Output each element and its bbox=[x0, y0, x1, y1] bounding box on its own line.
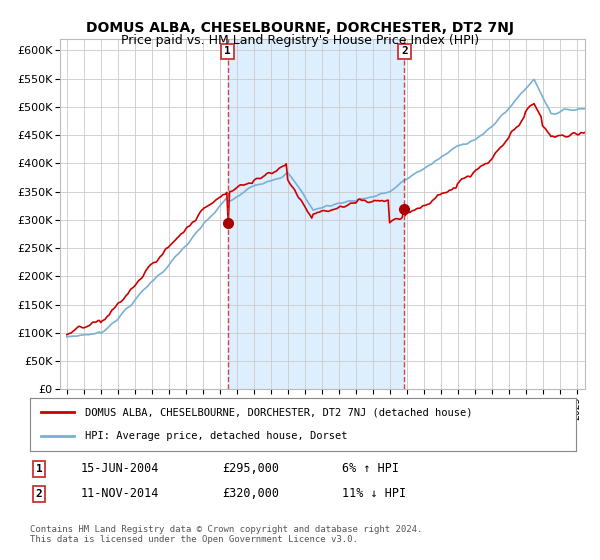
Text: 6% ↑ HPI: 6% ↑ HPI bbox=[342, 462, 399, 475]
Text: HPI: Average price, detached house, Dorset: HPI: Average price, detached house, Dors… bbox=[85, 431, 347, 441]
Text: DOMUS ALBA, CHESELBOURNE, DORCHESTER, DT2 7NJ (detached house): DOMUS ALBA, CHESELBOURNE, DORCHESTER, DT… bbox=[85, 408, 472, 418]
Text: DOMUS ALBA, CHESELBOURNE, DORCHESTER, DT2 7NJ: DOMUS ALBA, CHESELBOURNE, DORCHESTER, DT… bbox=[86, 21, 514, 35]
Text: 2: 2 bbox=[401, 46, 408, 57]
Text: £320,000: £320,000 bbox=[222, 487, 279, 501]
Text: 11% ↓ HPI: 11% ↓ HPI bbox=[342, 487, 406, 501]
Text: 15-JUN-2004: 15-JUN-2004 bbox=[81, 462, 160, 475]
Text: £295,000: £295,000 bbox=[222, 462, 279, 475]
Text: 2: 2 bbox=[35, 489, 43, 499]
Text: 1: 1 bbox=[35, 464, 43, 474]
Text: 1: 1 bbox=[224, 46, 231, 57]
Text: Price paid vs. HM Land Registry's House Price Index (HPI): Price paid vs. HM Land Registry's House … bbox=[121, 34, 479, 46]
Text: Contains HM Land Registry data © Crown copyright and database right 2024.
This d: Contains HM Land Registry data © Crown c… bbox=[30, 525, 422, 544]
Text: 11-NOV-2014: 11-NOV-2014 bbox=[81, 487, 160, 501]
Bar bbox=[227, 39, 404, 389]
